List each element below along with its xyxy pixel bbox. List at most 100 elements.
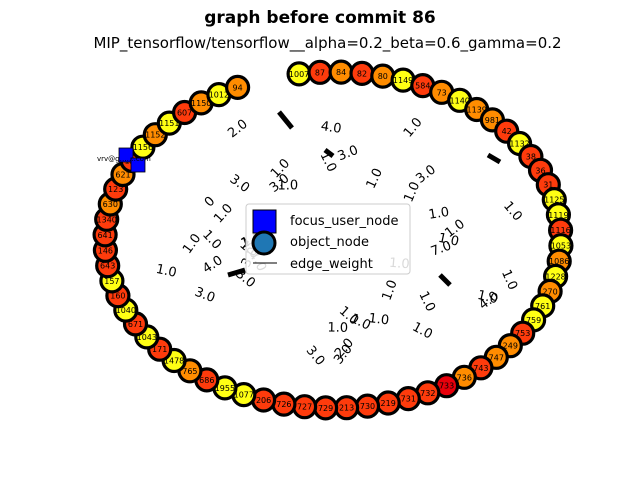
edge-weight-label: 2.0 bbox=[225, 117, 251, 142]
edge-weight-label: 1.0 bbox=[155, 262, 178, 281]
object-node-label: 584 bbox=[415, 82, 430, 91]
object-node-label: 621 bbox=[115, 171, 130, 180]
edge-weight-label: 1.0 bbox=[437, 231, 460, 250]
focus-user-label: vrv@g…….com bbox=[97, 155, 151, 163]
object-node-label: 726 bbox=[276, 400, 291, 409]
edge-weight-label: 4.0 bbox=[200, 253, 226, 277]
edge-weight-label: 4.0 bbox=[320, 119, 343, 137]
legend-object-label: object_node bbox=[290, 235, 369, 250]
object-node-label: 607 bbox=[177, 109, 192, 118]
object-node: 731 bbox=[395, 386, 421, 412]
focus-user-node: vrv@g…….com bbox=[97, 147, 151, 173]
object-node-label: 753 bbox=[515, 329, 530, 338]
object-node-label: 1119 bbox=[548, 211, 568, 220]
object-node-label: 1139 bbox=[467, 106, 487, 115]
legend-focus-marker bbox=[252, 209, 277, 234]
object-node-label: 641 bbox=[97, 231, 112, 240]
object-node-label: 1149 bbox=[393, 76, 413, 85]
object-node-label: 38 bbox=[526, 153, 536, 162]
object-node: 84 bbox=[328, 59, 354, 85]
object-node-label: 729 bbox=[318, 404, 333, 413]
focus-user-square-b bbox=[130, 157, 146, 173]
object-node: 733 bbox=[434, 373, 460, 399]
object-node-label: 759 bbox=[526, 316, 541, 325]
edge-weight-label: 1.0 bbox=[380, 278, 401, 303]
object-node-label: 733 bbox=[439, 382, 454, 391]
edge-weight-label: 3.0 bbox=[227, 172, 253, 196]
edge-layer bbox=[227, 110, 502, 287]
object-node: 87 bbox=[307, 59, 333, 85]
edge-weight-label: 1.0 bbox=[498, 267, 520, 292]
object-node-label: 1116 bbox=[550, 226, 570, 235]
object-node: 1012 bbox=[206, 81, 232, 108]
edge-weight-label: 1.0 bbox=[410, 320, 435, 343]
legend-object-marker bbox=[251, 230, 277, 256]
object-node-label: 1132 bbox=[509, 140, 529, 149]
object-node-label: 736 bbox=[457, 373, 472, 382]
object-node: 94 bbox=[225, 74, 251, 101]
object-node-label: 727 bbox=[297, 403, 312, 412]
object-node-label: 730 bbox=[360, 402, 375, 411]
object-node-label: 1053 bbox=[551, 242, 571, 251]
edge-arrow bbox=[227, 267, 246, 278]
edge-weight-label: 1.0 bbox=[500, 199, 525, 224]
edge-weight-label: 1.0 bbox=[327, 321, 348, 336]
object-node-circle bbox=[225, 74, 251, 101]
edge-arrow bbox=[277, 110, 294, 130]
edge-weight-label: 1.0 bbox=[401, 115, 426, 140]
edge-weight-label: 1.0 bbox=[401, 180, 423, 205]
object-node-label: 84 bbox=[336, 68, 346, 77]
object-node: 730 bbox=[354, 393, 381, 419]
object-node-label: 732 bbox=[420, 389, 435, 398]
edge-weight-label: 1.0 bbox=[277, 178, 298, 193]
edge-weight-label: 0 bbox=[202, 194, 218, 210]
object-node-label: 160 bbox=[110, 292, 125, 301]
object-node-label: 80 bbox=[378, 72, 388, 81]
object-node-label: 219 bbox=[381, 399, 396, 408]
object-node: 726 bbox=[271, 391, 297, 417]
object-node-label: 1152 bbox=[145, 131, 165, 140]
object-node-label: 31 bbox=[543, 181, 553, 190]
object-node: 1007 bbox=[286, 61, 312, 87]
object-node: 213 bbox=[334, 395, 360, 421]
object-node-label: 36 bbox=[535, 166, 545, 175]
object-node-label: 643 bbox=[100, 262, 115, 271]
object-node-label: 82 bbox=[357, 69, 367, 78]
object-node-label: 1086 bbox=[549, 257, 569, 266]
object-node-label: 1151 bbox=[159, 119, 179, 128]
object-node-label: 743 bbox=[473, 364, 488, 373]
object-node-label: 761 bbox=[535, 302, 550, 311]
object-node-label: 94 bbox=[233, 83, 243, 92]
object-node-label: 1043 bbox=[137, 333, 157, 342]
object-node-label: 1340 bbox=[97, 215, 117, 224]
edge-arrow bbox=[438, 273, 452, 287]
edge-weight-label: 1.0 bbox=[415, 289, 438, 314]
object-node-label: 630 bbox=[103, 200, 118, 209]
object-node-label: 206 bbox=[256, 396, 271, 405]
object-node-label: 1228 bbox=[545, 272, 565, 281]
object-node-label: 87 bbox=[315, 68, 325, 77]
object-node-label: 123 bbox=[108, 185, 123, 194]
object-node: 727 bbox=[292, 394, 318, 420]
figure-title: graph before commit 86 bbox=[204, 8, 436, 28]
focus-user-square-a bbox=[118, 147, 134, 163]
object-node-label: 747 bbox=[489, 353, 504, 362]
figure-subtitle: MIP_tensorflow/tensorflow__alpha=0.2_bet… bbox=[93, 34, 562, 52]
edge-weight-label: 3.0 bbox=[192, 285, 217, 306]
object-node-label: 213 bbox=[339, 404, 354, 413]
object-node-label: 1478 bbox=[164, 357, 184, 366]
object-node-label: 146 bbox=[98, 246, 113, 255]
edge-arrow bbox=[323, 148, 335, 158]
legend-box bbox=[245, 203, 411, 275]
object-node-label: 42 bbox=[502, 127, 512, 136]
legend: focus_user_node object_node edge_weight bbox=[245, 203, 411, 275]
edge-weight-label: 1.0 bbox=[199, 227, 224, 252]
object-node-label: 1077 bbox=[234, 391, 254, 400]
object-node-label: 1007 bbox=[289, 70, 309, 79]
object-node-label: 171 bbox=[152, 345, 167, 354]
object-node: 73 bbox=[429, 79, 455, 105]
object-node: 219 bbox=[375, 390, 401, 416]
object-node-label: 1955 bbox=[215, 384, 235, 393]
